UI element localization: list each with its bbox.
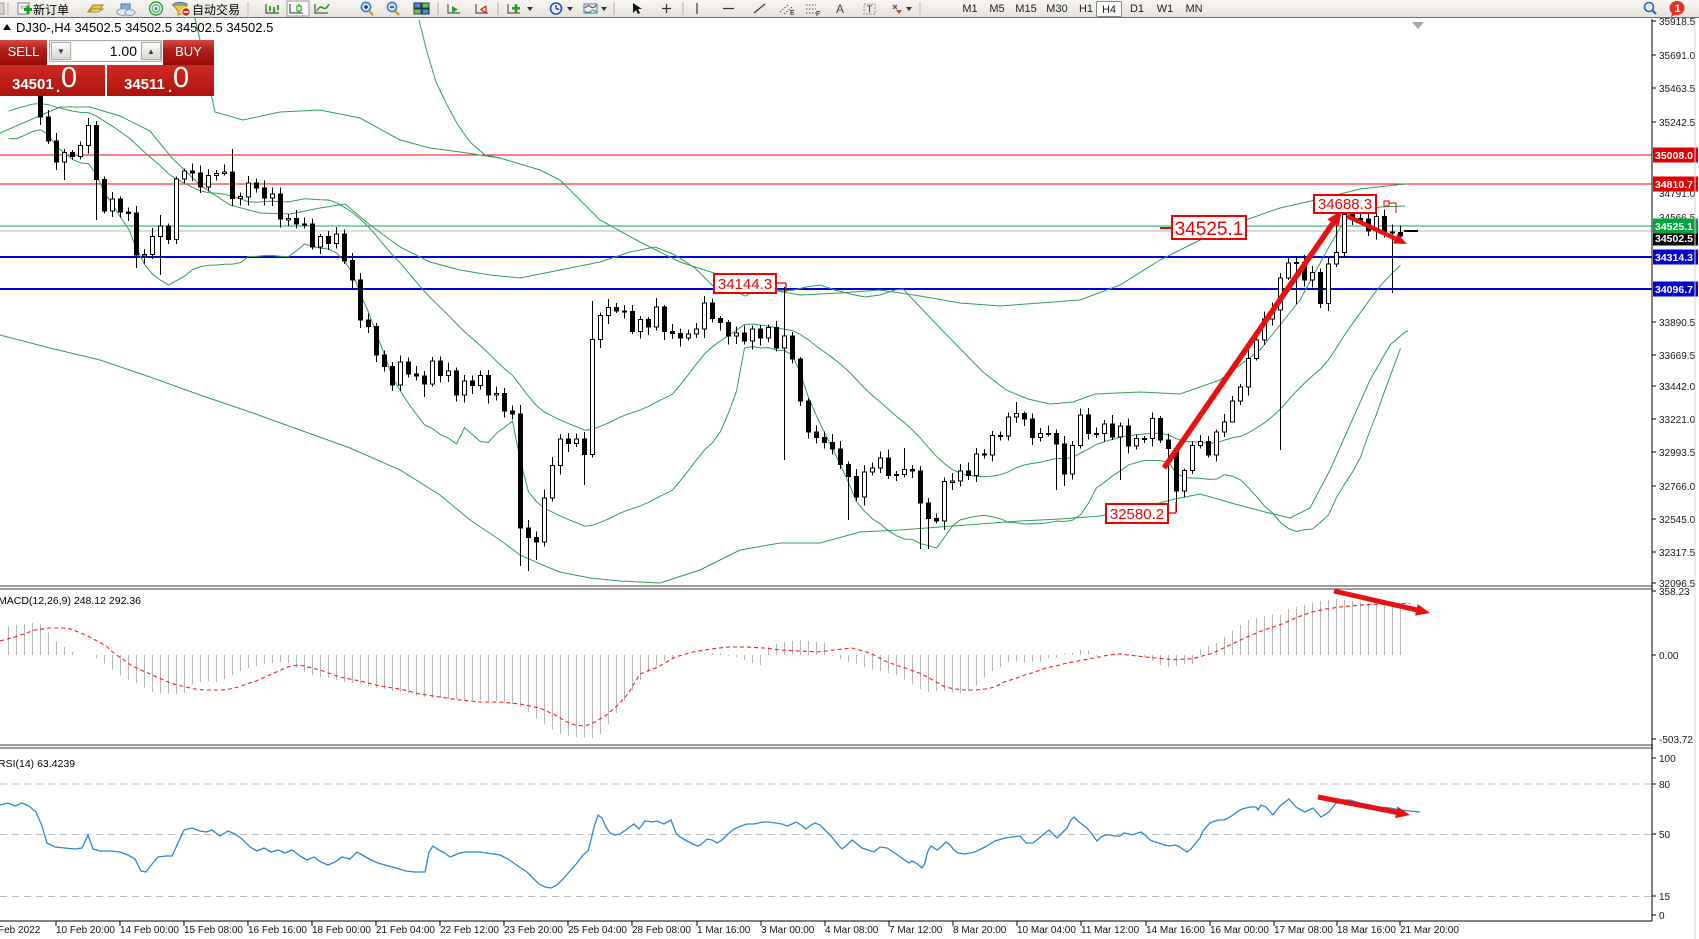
svg-text:33890.5: 33890.5 [1659, 318, 1696, 329]
svg-text:F: F [816, 11, 820, 18]
svg-text:21 Mar 20:00: 21 Mar 20:00 [1400, 925, 1459, 936]
svg-text:35918.5: 35918.5 [1659, 17, 1696, 28]
svg-text:34096.7: 34096.7 [1655, 284, 1693, 296]
svg-text:0: 0 [1659, 911, 1665, 922]
svg-text:32580.2: 32580.2 [1110, 506, 1164, 523]
svg-text:10 Feb 20:00: 10 Feb 20:00 [56, 925, 115, 936]
svg-text:34314.3: 34314.3 [1655, 252, 1693, 264]
svg-text:18 Feb 00:00: 18 Feb 00:00 [312, 925, 371, 936]
svg-text:50: 50 [1659, 830, 1671, 841]
svg-text:8 Mar 20:00: 8 Mar 20:00 [953, 925, 1007, 936]
svg-text:32766.0: 32766.0 [1659, 482, 1696, 493]
svg-text:T: T [867, 5, 873, 16]
svg-text:35242.5: 35242.5 [1659, 118, 1696, 129]
svg-text:32993.5: 32993.5 [1659, 448, 1696, 459]
svg-text:100: 100 [1659, 754, 1676, 765]
svg-text:4 Mar 08:00: 4 Mar 08:00 [825, 925, 879, 936]
svg-text:34688.3: 34688.3 [1318, 196, 1372, 213]
svg-text:32317.5: 32317.5 [1659, 548, 1696, 559]
svg-text:15: 15 [1659, 892, 1671, 903]
svg-text:3 Mar 00:00: 3 Mar 00:00 [761, 925, 815, 936]
svg-text:7 Mar 12:00: 7 Mar 12:00 [889, 925, 943, 936]
svg-text:0.00: 0.00 [1659, 651, 1679, 662]
svg-text:14 Feb 00:00: 14 Feb 00:00 [120, 925, 179, 936]
svg-text:-503.72: -503.72 [1659, 735, 1693, 746]
svg-text:17 Mar 08:00: 17 Mar 08:00 [1274, 925, 1333, 936]
svg-text:MACD(12,26,9) 248.12 292.36: MACD(12,26,9) 248.12 292.36 [0, 595, 141, 607]
svg-text:34525.1: 34525.1 [1175, 219, 1244, 240]
svg-text:10 Mar 04:00: 10 Mar 04:00 [1017, 925, 1076, 936]
svg-text:34791.0: 34791.0 [1659, 189, 1696, 200]
svg-text:11 Mar 12:00: 11 Mar 12:00 [1081, 925, 1140, 936]
svg-text:18 Mar 16:00: 18 Mar 16:00 [1337, 925, 1396, 936]
svg-text:358.23: 358.23 [1659, 587, 1690, 598]
svg-text:1 Mar 16:00: 1 Mar 16:00 [697, 925, 751, 936]
svg-text:35008.0: 35008.0 [1655, 150, 1693, 162]
svg-text:33221.0: 33221.0 [1659, 415, 1696, 426]
svg-text:34810.7: 34810.7 [1655, 179, 1693, 191]
svg-text:33669.5: 33669.5 [1659, 351, 1696, 362]
svg-text:35691.0: 35691.0 [1659, 51, 1696, 62]
svg-text:33442.0: 33442.0 [1659, 382, 1696, 393]
svg-text:34144.3: 34144.3 [718, 276, 772, 293]
svg-text:34502.5: 34502.5 [1655, 233, 1693, 245]
svg-text:32545.0: 32545.0 [1659, 515, 1696, 526]
svg-text:E: E [790, 10, 795, 17]
svg-text:RSI(14) 63.4239: RSI(14) 63.4239 [0, 758, 75, 770]
svg-text:25 Feb 04:00: 25 Feb 04:00 [568, 925, 627, 936]
svg-text:DJ30-,H4 34502.5 34502.5 3450: DJ30-,H4 34502.5 34502.5 34502.5 34502.5 [16, 20, 273, 35]
svg-text:16 Mar 00:00: 16 Mar 00:00 [1210, 925, 1269, 936]
svg-text:34525.1: 34525.1 [1655, 221, 1693, 233]
svg-text:28 Feb 08:00: 28 Feb 08:00 [632, 925, 691, 936]
svg-text:35463.5: 35463.5 [1659, 84, 1696, 95]
svg-text:14 Mar 16:00: 14 Mar 16:00 [1146, 925, 1205, 936]
svg-text:Feb 2022: Feb 2022 [0, 925, 41, 936]
svg-text:32096.5: 32096.5 [1659, 579, 1696, 590]
svg-text:22 Feb 12:00: 22 Feb 12:00 [440, 925, 499, 936]
svg-text:1: 1 [1675, 3, 1681, 15]
svg-text:21 Feb 04:00: 21 Feb 04:00 [376, 925, 435, 936]
svg-text:80: 80 [1659, 780, 1671, 791]
svg-text:23 Feb 20:00: 23 Feb 20:00 [504, 925, 563, 936]
svg-text:15 Feb 08:00: 15 Feb 08:00 [184, 925, 243, 936]
svg-text:A: A [836, 2, 844, 16]
svg-text:16 Feb 16:00: 16 Feb 16:00 [248, 925, 307, 936]
